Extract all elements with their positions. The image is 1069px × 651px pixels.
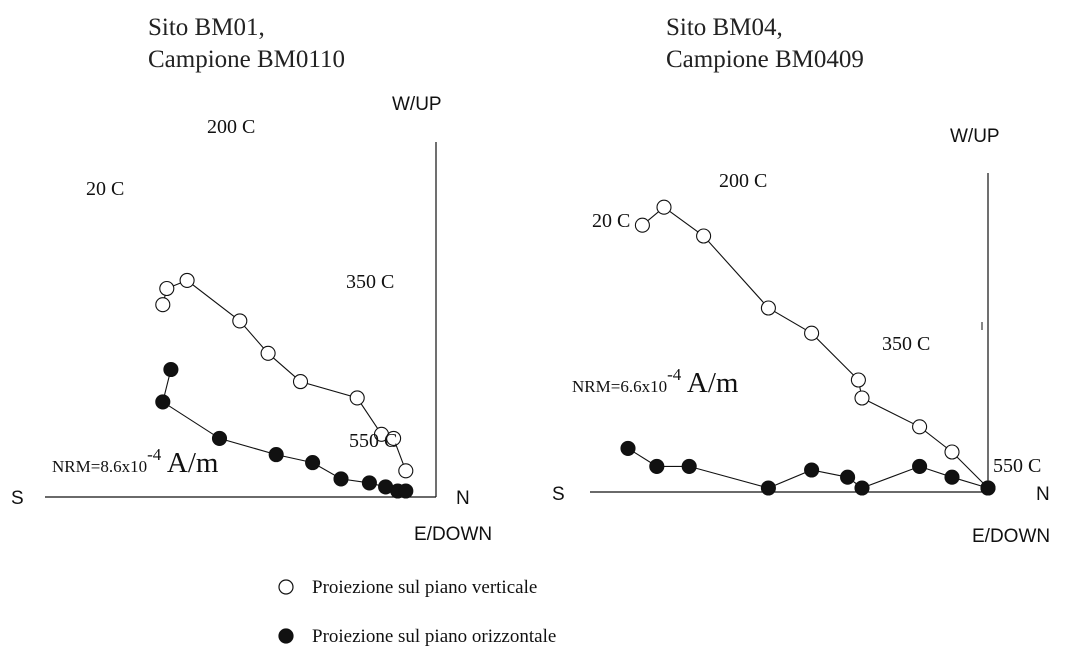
vertical-projection-point-1 xyxy=(656,199,672,215)
nrm-prefix: NRM=6.6x10 xyxy=(572,377,667,396)
horizontal-projection-point-4 xyxy=(804,462,820,478)
horizontal-projection-point-5 xyxy=(333,471,349,487)
series-points xyxy=(620,199,996,496)
legend-label: Proiezione sul piano verticale xyxy=(312,577,537,598)
temp-label-200c: 200 C xyxy=(207,116,255,138)
temp-label-20c: 20 C xyxy=(86,178,124,200)
axis-label-down: E/DOWN xyxy=(972,526,1050,547)
vertical-projection-point-3 xyxy=(232,313,248,329)
nrm-unit: A/m xyxy=(681,367,739,399)
legend-item-vertical: Proiezione sul piano verticale xyxy=(278,577,537,598)
vertical-projection-line xyxy=(642,206,989,489)
vertical-projection-point-1 xyxy=(159,280,175,297)
horizontal-projection-point-9 xyxy=(398,483,414,499)
axis-label-left: S xyxy=(552,484,565,505)
filled-circle-icon xyxy=(278,628,294,644)
nrm-exponent: -4 xyxy=(667,365,682,384)
horizontal-projection-point-9 xyxy=(980,480,996,496)
axis-label-right: N xyxy=(1036,484,1050,505)
panel-title-line2: Campione BM0110 xyxy=(148,46,345,73)
horizontal-projection-point-3 xyxy=(760,480,776,496)
axis-label-right: N xyxy=(456,488,470,509)
vertical-projection-point-8 xyxy=(944,444,960,460)
horizontal-projection-point-0 xyxy=(620,440,636,456)
axis-label-up: W/UP xyxy=(392,94,442,115)
panel-bm01: Sito BM01, Campione BM0110 W/UP E/DOWN S… xyxy=(11,14,492,545)
nrm-label: NRM=8.6x10-4 A/m xyxy=(52,445,219,479)
horizontal-projection-line xyxy=(627,447,989,489)
horizontal-projection-point-7 xyxy=(912,458,928,474)
vertical-projection-point-4 xyxy=(804,325,820,341)
horizontal-projection-point-5 xyxy=(840,469,856,485)
horizontal-projection-point-6 xyxy=(854,480,870,496)
vertical-projection-point-0 xyxy=(155,297,171,313)
vertical-projection-point-5 xyxy=(292,374,309,390)
vertical-projection-point-7 xyxy=(912,419,928,435)
nrm-label: NRM=6.6x10-4 A/m xyxy=(572,365,739,399)
horizontal-projection-point-2 xyxy=(211,430,228,446)
axis-label-up: W/UP xyxy=(950,126,1000,147)
nrm-unit: A/m xyxy=(161,447,219,479)
vertical-projection-point-6 xyxy=(854,390,870,406)
vertical-projection-point-0 xyxy=(634,217,650,233)
panel-title-line2: Campione BM0409 xyxy=(666,46,864,73)
nrm-exponent: -4 xyxy=(147,445,162,464)
axis-label-left: S xyxy=(11,488,24,509)
panel-bm04: Sito BM04, Campione BM0409 W/UP E/DOWN S… xyxy=(552,14,1050,547)
vertical-projection-point-9 xyxy=(398,463,414,479)
temp-label-350c: 350 C xyxy=(346,271,394,293)
legend: Proiezione sul piano verticale Proiezion… xyxy=(278,577,556,647)
legend-item-horizontal: Proiezione sul piano orizzontale xyxy=(278,626,556,647)
series-lines xyxy=(627,206,989,489)
vertical-projection-point-3 xyxy=(760,300,776,316)
horizontal-projection-point-6 xyxy=(361,475,377,491)
legend-label: Proiezione sul piano orizzontale xyxy=(312,626,556,647)
horizontal-projection-point-0 xyxy=(163,361,179,378)
series-points xyxy=(155,272,414,499)
horizontal-projection-point-1 xyxy=(155,394,171,410)
temp-label-350c: 350 C xyxy=(882,333,930,355)
vertical-projection-point-2 xyxy=(696,228,712,244)
vertical-projection-point-6 xyxy=(349,390,365,406)
vertical-projection-point-8 xyxy=(386,430,402,446)
horizontal-projection-point-2 xyxy=(681,458,697,474)
temp-label-550c: 550 C xyxy=(349,430,397,452)
vertical-projection-point-2 xyxy=(179,272,195,288)
temp-label-200c: 200 C xyxy=(719,170,767,192)
vertical-projection-point-5 xyxy=(850,372,866,388)
temp-label-20c: 20 C xyxy=(592,210,630,232)
vertical-projection-point-4 xyxy=(260,345,276,361)
axis-label-down: E/DOWN xyxy=(414,524,492,545)
nrm-prefix: NRM=8.6x10 xyxy=(52,457,147,476)
horizontal-projection-point-8 xyxy=(944,469,960,485)
horizontal-projection-point-3 xyxy=(268,447,284,463)
panel-title-line1: Sito BM01, xyxy=(148,14,265,41)
horizontal-projection-point-1 xyxy=(649,458,665,474)
temp-label-550c: 550 C xyxy=(993,455,1041,477)
open-circle-icon xyxy=(278,579,294,595)
horizontal-projection-point-4 xyxy=(305,455,321,471)
panel-title-line1: Sito BM04, xyxy=(666,14,783,41)
